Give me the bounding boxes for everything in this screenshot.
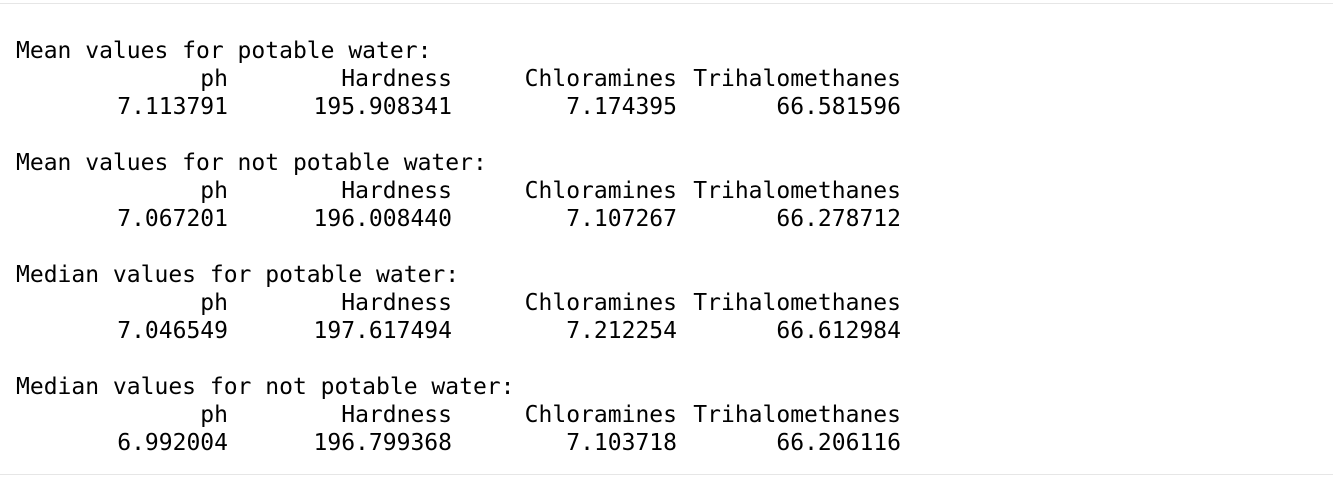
column-header-ph: ph: [200, 402, 228, 428]
column-header-trihalomethanes: Trihalomethanes: [693, 402, 901, 428]
column-header-hardness: Hardness: [341, 66, 452, 92]
value-hardness: 196.799368: [313, 430, 452, 456]
console-output: Mean values for potable water: ph Hardne…: [16, 37, 916, 457]
column-header-hardness: Hardness: [341, 178, 452, 204]
value-chloramines: 7.103718: [566, 430, 677, 456]
column-header-trihalomethanes: Trihalomethanes: [693, 290, 901, 316]
output-block-mean-not-potable: Mean values for not potable water: ph Ha…: [16, 149, 916, 233]
value-chloramines: 7.174395: [566, 94, 677, 120]
column-header-chloramines: Chloramines: [524, 402, 677, 428]
column-header-ph: ph: [200, 178, 228, 204]
column-header-ph: ph: [200, 66, 228, 92]
value-row: 7.067201 196.008440 7.107267 66.278712: [16, 205, 916, 233]
column-header-hardness: Hardness: [341, 402, 452, 428]
block-heading: Mean values for not potable water:: [16, 150, 487, 176]
value-hardness: 195.908341: [313, 94, 452, 120]
value-hardness: 197.617494: [313, 318, 452, 344]
column-header-row: ph Hardness Chloramines Trihalomethanes: [16, 65, 916, 93]
value-row: 7.113791 195.908341 7.174395 66.581596: [16, 93, 916, 121]
output-block-median-not-potable: Median values for not potable water: ph …: [16, 373, 916, 457]
column-header-chloramines: Chloramines: [524, 178, 677, 204]
value-trihalomethanes: 66.206116: [776, 430, 901, 456]
output-block-median-potable: Median values for potable water: ph Hard…: [16, 261, 916, 345]
column-header-ph: ph: [200, 290, 228, 316]
value-hardness: 196.008440: [313, 206, 452, 232]
value-trihalomethanes: 66.612984: [776, 318, 901, 344]
value-trihalomethanes: 66.581596: [776, 94, 901, 120]
value-chloramines: 7.212254: [566, 318, 677, 344]
value-ph: 6.992004: [117, 430, 228, 456]
column-header-chloramines: Chloramines: [524, 66, 677, 92]
value-row: 6.992004 196.799368 7.103718 66.206116: [16, 429, 916, 457]
column-header-row: ph Hardness Chloramines Trihalomethanes: [16, 401, 916, 429]
column-header-trihalomethanes: Trihalomethanes: [693, 66, 901, 92]
column-header-chloramines: Chloramines: [524, 290, 677, 316]
value-ph: 7.113791: [117, 94, 228, 120]
value-trihalomethanes: 66.278712: [776, 206, 901, 232]
value-chloramines: 7.107267: [566, 206, 677, 232]
value-ph: 7.046549: [117, 318, 228, 344]
block-heading: Median values for potable water:: [16, 262, 460, 288]
column-header-row: ph Hardness Chloramines Trihalomethanes: [16, 289, 916, 317]
top-divider: [0, 0, 1333, 4]
value-row: 7.046549 197.617494 7.212254 66.612984: [16, 317, 916, 345]
column-header-trihalomethanes: Trihalomethanes: [693, 178, 901, 204]
column-header-hardness: Hardness: [341, 290, 452, 316]
output-block-mean-potable: Mean values for potable water: ph Hardne…: [16, 37, 916, 121]
value-ph: 7.067201: [117, 206, 228, 232]
block-heading: Mean values for potable water:: [16, 38, 432, 64]
block-heading: Median values for not potable water:: [16, 374, 515, 400]
bottom-divider: [0, 474, 1333, 475]
column-header-row: ph Hardness Chloramines Trihalomethanes: [16, 177, 916, 205]
